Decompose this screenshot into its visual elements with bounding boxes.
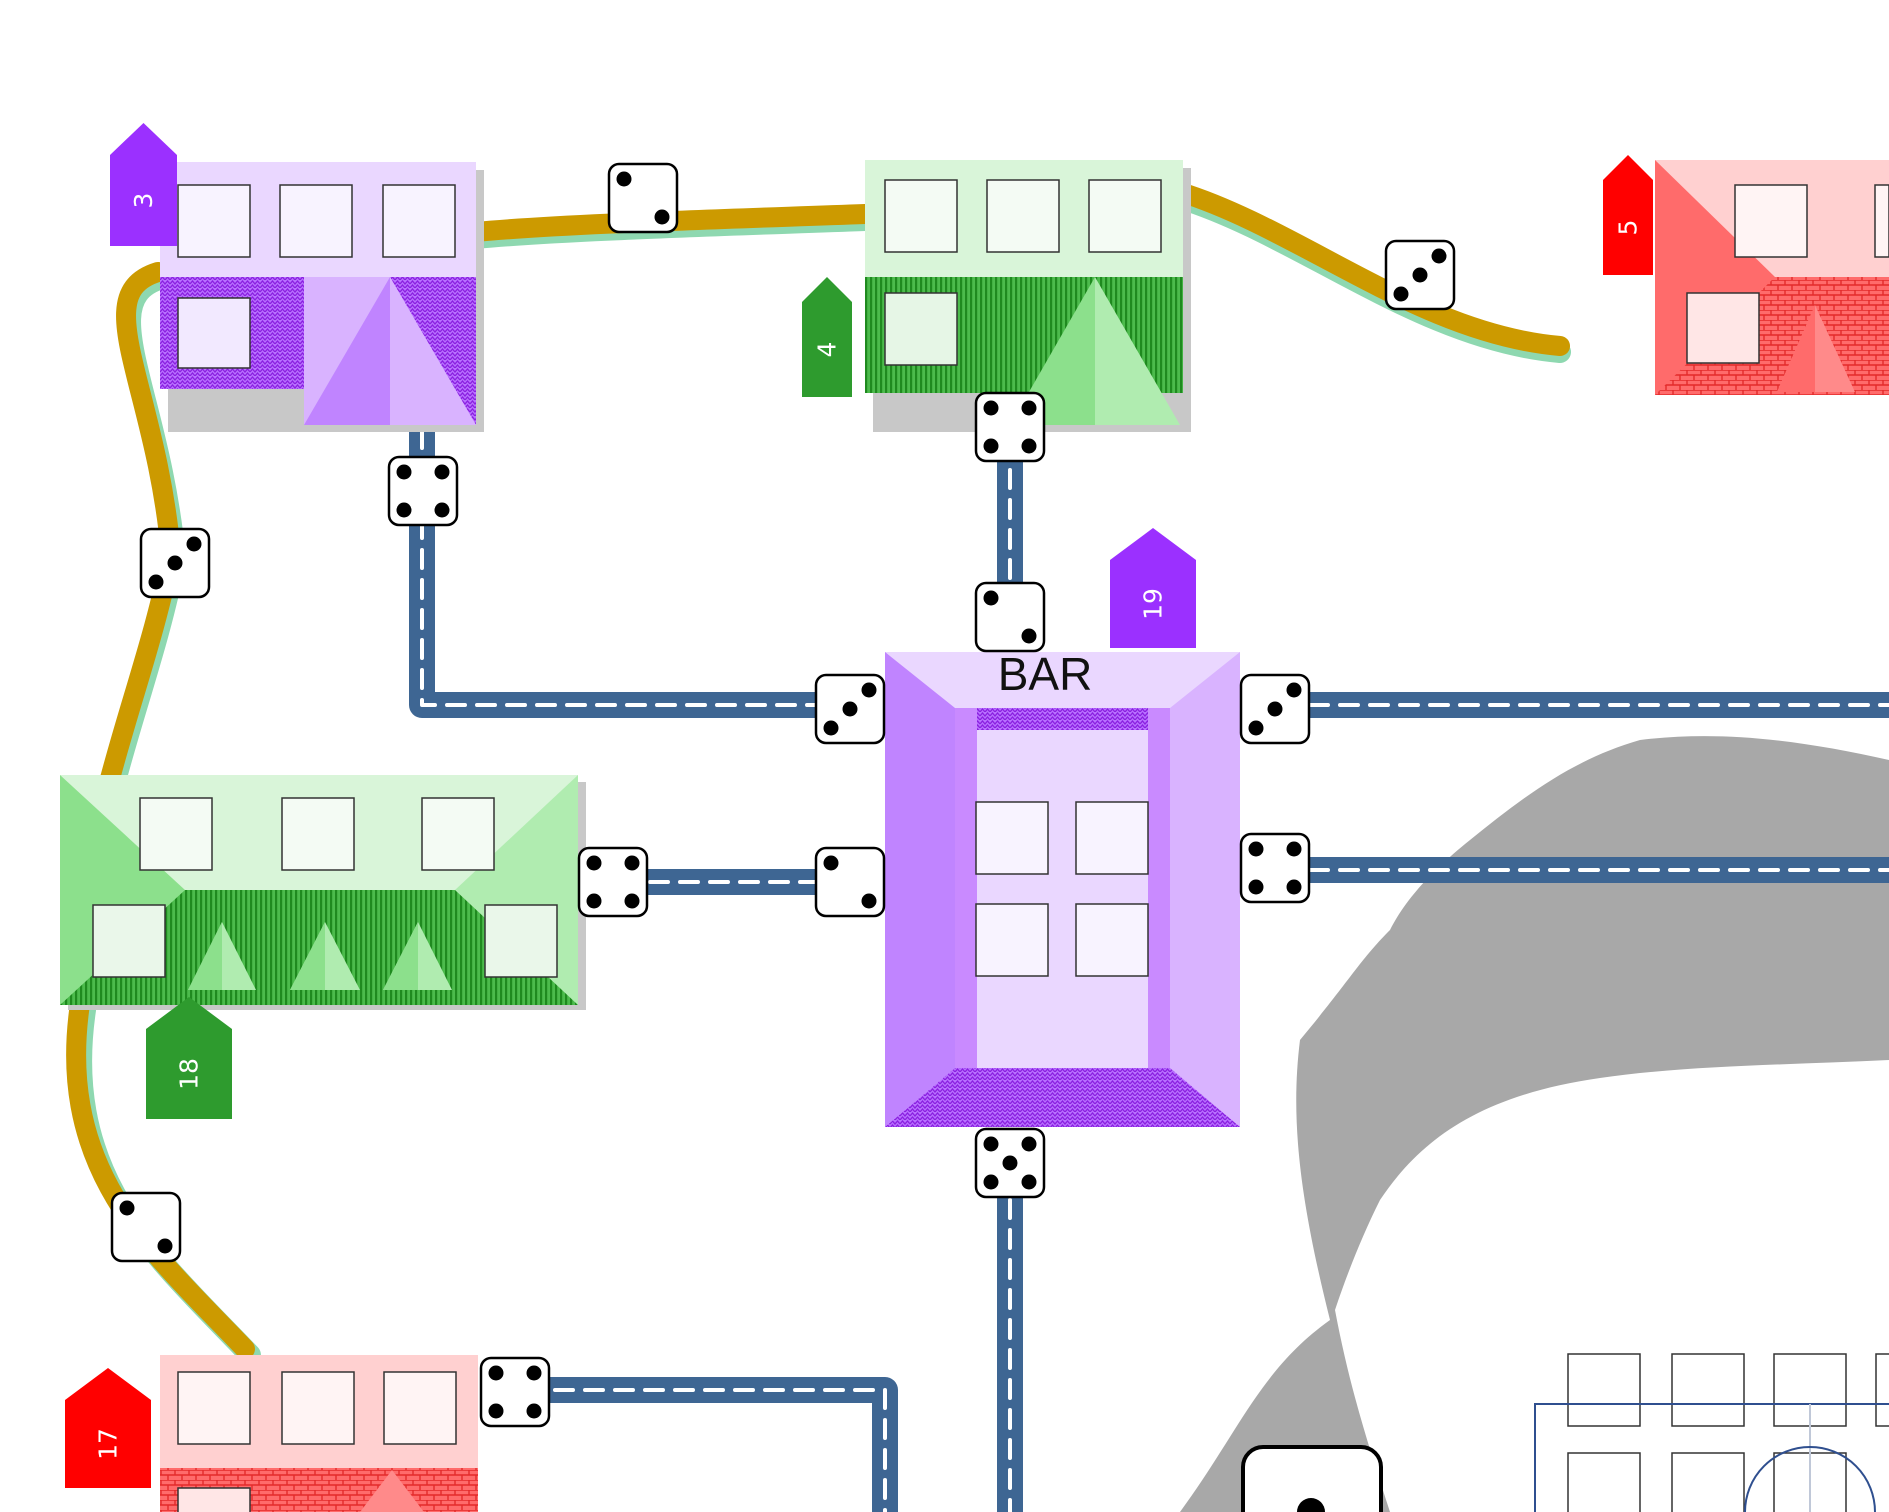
player-marker[interactable]: 5	[1603, 155, 1653, 275]
die[interactable]	[1384, 239, 1456, 311]
building-purple-top[interactable]	[160, 162, 484, 432]
die-pip	[1021, 400, 1037, 416]
die[interactable]	[110, 1191, 182, 1263]
die-pip	[842, 701, 858, 717]
die-pip	[434, 464, 450, 480]
die-pip	[983, 438, 999, 454]
die-pip	[1021, 1136, 1037, 1152]
die-pip	[1267, 701, 1283, 717]
player-marker-label: 5	[1614, 220, 1643, 236]
die[interactable]	[974, 391, 1046, 463]
die[interactable]	[814, 673, 886, 745]
die-pip	[434, 502, 450, 518]
die-pip	[157, 1238, 173, 1254]
die-pip	[1021, 1174, 1037, 1190]
die-pip	[983, 1174, 999, 1190]
bar-label: BAR	[998, 648, 1093, 700]
die-pip	[654, 209, 670, 225]
die-pip	[1248, 720, 1264, 736]
die-pip	[396, 502, 412, 518]
die-pip	[1393, 286, 1409, 302]
player-marker-label: 17	[94, 1428, 123, 1460]
building-green-top[interactable]	[865, 160, 1191, 432]
station-grid	[1534, 1353, 1889, 1512]
player-marker[interactable]: 4	[802, 277, 852, 397]
die-pip	[1021, 628, 1037, 644]
building-red-top[interactable]	[1655, 160, 1889, 395]
die-pip	[616, 171, 632, 187]
die[interactable]	[974, 581, 1046, 653]
player-marker[interactable]: 18	[146, 997, 232, 1119]
die-pip	[624, 893, 640, 909]
player-marker[interactable]: 19	[1110, 528, 1196, 648]
player-marker-label: 3	[129, 193, 158, 209]
die-pip	[396, 464, 412, 480]
die-pip	[186, 536, 202, 552]
die-pip	[1431, 248, 1447, 264]
building-bar[interactable]: BAR	[885, 648, 1240, 1127]
building-red-bottom[interactable]	[160, 1355, 478, 1512]
player-marker-label: 19	[1139, 588, 1168, 620]
lake-shape	[1180, 736, 1889, 1512]
die-pip	[1286, 682, 1302, 698]
die-pip	[167, 555, 183, 571]
die[interactable]	[1239, 832, 1311, 904]
die-pip	[861, 893, 877, 909]
player-marker-label: 4	[813, 342, 842, 358]
die-pip	[624, 855, 640, 871]
die-pip	[488, 1403, 504, 1419]
die-pip	[148, 574, 164, 590]
die-pip	[861, 682, 877, 698]
die-pip	[1021, 438, 1037, 454]
die-pip	[1248, 879, 1264, 895]
die[interactable]	[139, 527, 211, 599]
die[interactable]	[814, 846, 886, 918]
die[interactable]	[1239, 673, 1311, 745]
die[interactable]	[387, 455, 459, 527]
die-partial-bottom[interactable]	[1241, 1445, 1383, 1512]
die-pip	[526, 1365, 542, 1381]
die-pip	[823, 855, 839, 871]
die[interactable]	[479, 1356, 551, 1428]
die-pip	[586, 893, 602, 909]
die-pip	[983, 400, 999, 416]
die-pip	[1248, 841, 1264, 857]
die[interactable]	[974, 1127, 1046, 1199]
die-pip	[823, 720, 839, 736]
die-pip	[1412, 267, 1428, 283]
player-marker-label: 18	[175, 1058, 204, 1090]
die-pip	[1286, 841, 1302, 857]
player-marker[interactable]: 17	[65, 1368, 151, 1488]
die-pip	[983, 590, 999, 606]
die-pip	[119, 1200, 135, 1216]
building-green-left[interactable]	[60, 775, 586, 1010]
die-pip	[586, 855, 602, 871]
player-marker[interactable]: 3	[110, 123, 177, 246]
die-pip	[488, 1365, 504, 1381]
die-pip	[983, 1136, 999, 1152]
die[interactable]	[607, 162, 679, 234]
die-pip	[1002, 1155, 1018, 1171]
die-pip	[1286, 879, 1302, 895]
die-pip	[526, 1403, 542, 1419]
die[interactable]	[577, 846, 649, 918]
